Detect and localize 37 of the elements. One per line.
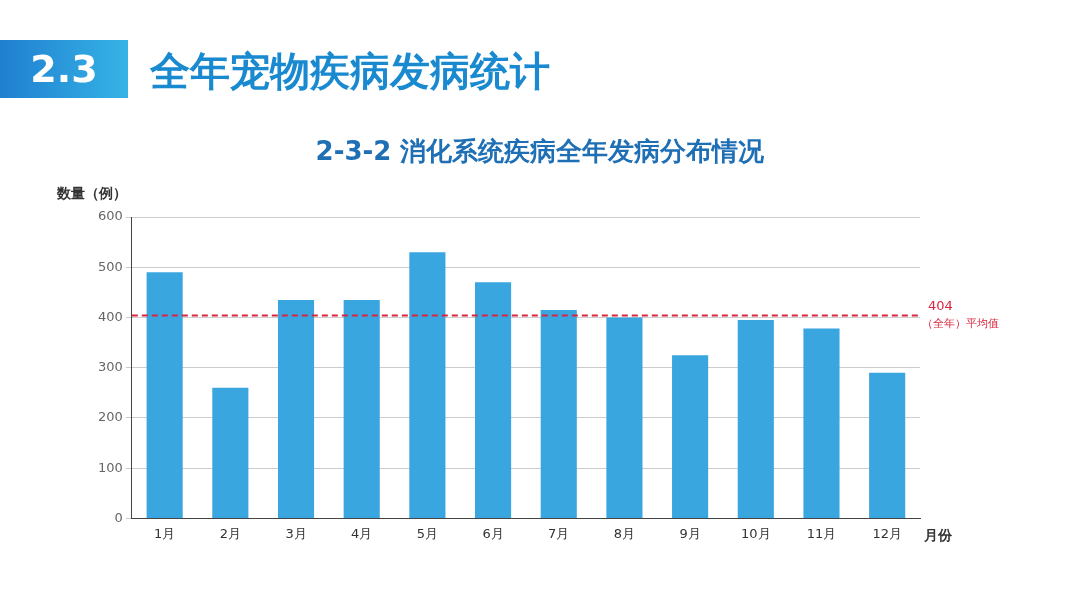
ref-line-label: 404 （全年）平均值 bbox=[922, 298, 999, 330]
bar bbox=[277, 299, 315, 518]
y-tick-label: 600 bbox=[97, 208, 123, 224]
bar bbox=[540, 309, 577, 518]
text: 2.3 bbox=[0, 40, 128, 98]
x-tick-label: 1月 bbox=[154, 525, 176, 541]
bar bbox=[672, 355, 709, 518]
chart-title: 全年宠物疾病发病统计 bbox=[150, 47, 550, 96]
y-tick-label: 300 bbox=[97, 359, 123, 375]
bar bbox=[606, 317, 643, 518]
x-axis-title: 月份 bbox=[923, 527, 953, 544]
x-tick-label: 6月 bbox=[482, 525, 504, 541]
bar bbox=[869, 372, 906, 518]
y-tick-label: 0 bbox=[114, 509, 123, 525]
bar bbox=[409, 252, 446, 518]
bar bbox=[343, 299, 380, 518]
x-tick-label: 10月 bbox=[741, 525, 771, 541]
x-tick-label: 3月 bbox=[285, 525, 307, 541]
x-tick-label: 9月 bbox=[679, 525, 701, 541]
bar bbox=[212, 387, 249, 518]
x-tick-label: 11月 bbox=[806, 525, 837, 541]
bar bbox=[146, 272, 183, 518]
chart-subtitle: 2-3-2 消化系统疾病全年发病分布情况 bbox=[314, 135, 766, 168]
y-axis-title: 数量（例） bbox=[55, 184, 127, 201]
y-tick-label: 500 bbox=[97, 258, 123, 274]
y-tick-label: 100 bbox=[97, 459, 123, 475]
y-tick-label: 400 bbox=[97, 308, 123, 324]
bar bbox=[803, 328, 840, 518]
bar bbox=[737, 319, 774, 518]
x-tick-label: 12月 bbox=[872, 525, 902, 541]
x-tick-label: 7月 bbox=[548, 525, 570, 541]
x-tick-label: 8月 bbox=[613, 525, 636, 541]
x-tick-label: 4月 bbox=[351, 525, 373, 541]
bar bbox=[475, 282, 512, 518]
y-tick-label: 200 bbox=[97, 409, 123, 425]
x-tick-label: 5月 bbox=[416, 525, 439, 541]
x-tick-label: 2月 bbox=[219, 525, 241, 541]
